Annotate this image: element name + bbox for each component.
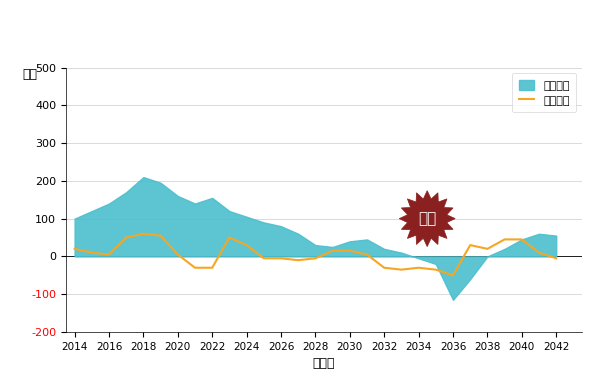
Polygon shape (399, 191, 455, 247)
年間収支 (553, 256, 560, 261)
年間収支 (415, 266, 422, 270)
年間収支 (312, 256, 319, 261)
年間収支 (398, 267, 405, 272)
Line: 年間収支: 年間収支 (74, 234, 556, 275)
年間収支 (432, 267, 439, 272)
年間収支 (467, 243, 474, 247)
Y-axis label: 万円: 万円 (22, 68, 37, 81)
Legend: 貯蓄残高, 年間収支: 貯蓄残高, 年間収支 (512, 73, 577, 112)
年間収支 (122, 235, 130, 240)
年間収支 (106, 252, 113, 257)
年間収支 (88, 250, 95, 255)
Text: キャッシュフロー推移　モデルパターン3: キャッシュフロー推移 モデルパターン3 (11, 13, 170, 27)
年間収支 (191, 266, 199, 270)
年間収支 (346, 249, 353, 253)
Text: 「収支環境の大きな変化に弱いケース」: 「収支環境の大きな変化に弱いケース」 (11, 48, 161, 63)
年間収支 (380, 266, 388, 270)
年間収支 (501, 237, 508, 242)
X-axis label: 西暦年: 西暦年 (313, 357, 335, 370)
年間収支 (226, 235, 233, 240)
年間収支 (140, 232, 147, 236)
年間収支 (243, 243, 250, 247)
年間収支 (209, 266, 216, 270)
年間収支 (329, 249, 336, 253)
年間収支 (484, 247, 491, 251)
年間収支 (157, 233, 164, 238)
年間収支 (260, 256, 268, 261)
年間収支 (364, 252, 371, 257)
Text: 赤字: 赤字 (418, 211, 436, 226)
年間収支 (295, 258, 302, 262)
年間収支 (449, 273, 457, 278)
年間収支 (535, 250, 542, 255)
年間収支 (71, 247, 78, 251)
年間収支 (518, 237, 526, 242)
年間収支 (277, 256, 284, 261)
年間収支 (174, 252, 181, 257)
